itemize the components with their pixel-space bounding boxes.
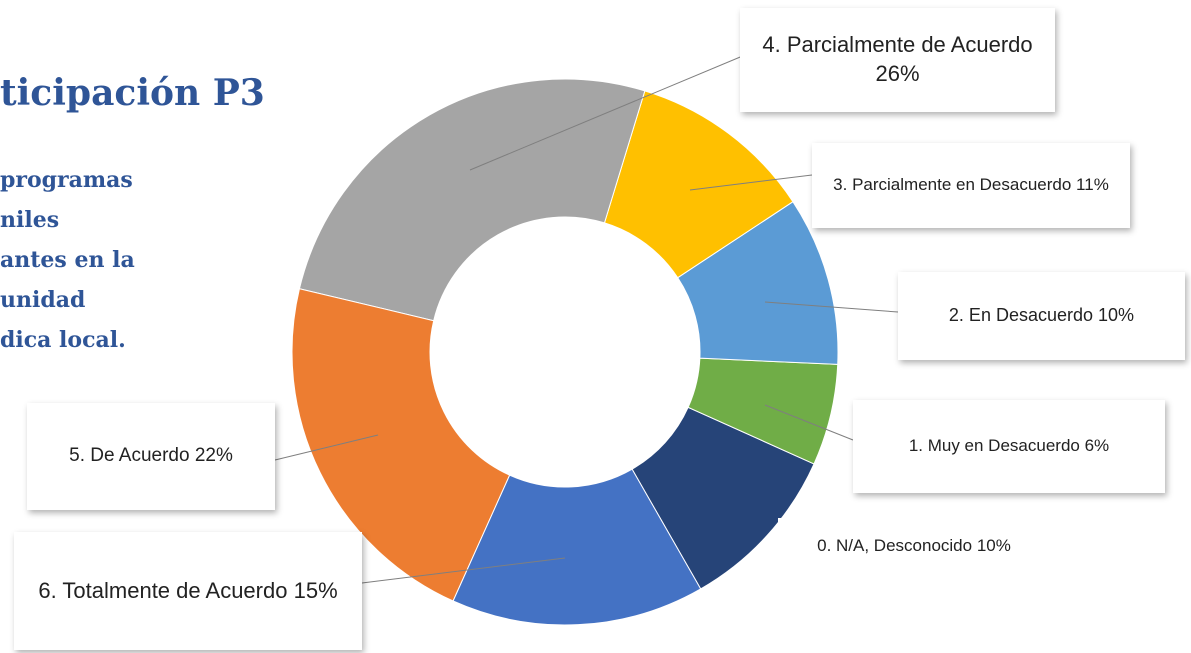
value-label: 15% <box>293 577 338 603</box>
subtitle-line: programas <box>0 167 133 193</box>
category-label: 4. Parcialmente de Acuerdo <box>762 32 1033 58</box>
value-label: 6% <box>1084 436 1110 456</box>
slice <box>291 288 511 602</box>
leader-line <box>274 434 379 461</box>
category-label: 2. En Desacuerdo <box>948 305 1094 326</box>
slice <box>452 468 702 626</box>
leader-line <box>764 404 854 441</box>
category-label: 3. Parcialmente en Desacuerdo <box>833 175 1072 195</box>
data-label: 2. En Desacuerdo 10% <box>898 272 1185 360</box>
value-label: 10% <box>1098 305 1135 326</box>
leader-line <box>361 557 566 584</box>
data-label-text: 4. Parcialmente de Acuerdo 26% <box>754 31 1041 88</box>
data-label: 1. Muy en Desacuerdo 6% <box>853 400 1165 493</box>
data-label: 4. Parcialmente de Acuerdo 26% <box>740 8 1055 112</box>
data-label-text: 5. De Acuerdo 22% <box>69 444 233 469</box>
category-label: 6. Totalmente de Acuerdo <box>38 577 288 603</box>
data-label-text: 2. En Desacuerdo 10% <box>949 304 1134 327</box>
slice <box>298 78 646 322</box>
value-label: 11% <box>1076 175 1109 195</box>
data-label-text: 6. Totalmente de Acuerdo 15% <box>38 577 337 606</box>
value-label: 26% <box>875 61 920 86</box>
data-label: 0. N/A, Desconocido 10% <box>778 518 1050 574</box>
data-label-text: 1. Muy en Desacuerdo 6% <box>909 435 1109 457</box>
subtitle: programas niles antes en la unidad dica loca… <box>0 160 135 360</box>
value-label: 22% <box>194 445 233 467</box>
title: ticipación P3 <box>0 72 265 114</box>
category-label: 5. De Acuerdo <box>69 445 190 467</box>
leader-line <box>469 54 746 171</box>
data-label: 5. De Acuerdo 22% <box>27 403 275 510</box>
category-label: 0. N/A, Desconocido <box>817 535 973 555</box>
data-label: 6. Totalmente de Acuerdo 15% <box>14 532 362 650</box>
subtitle-line: antes en la <box>0 247 135 273</box>
category-label: 1. Muy en Desacuerdo <box>908 436 1080 456</box>
subtitle-line: dica local. <box>0 327 126 353</box>
subtitle-line: unidad <box>0 287 86 313</box>
value-label: 10% <box>976 535 1011 555</box>
subtitle-line: niles <box>0 207 60 233</box>
data-label-text: 0. N/A, Desconocido 10% <box>817 535 1011 557</box>
leader-line <box>689 174 813 191</box>
data-label: 3. Parcialmente en Desacuerdo 11% <box>812 143 1130 228</box>
data-label-text: 3. Parcialmente en Desacuerdo 11% <box>833 174 1109 196</box>
leader-line <box>764 301 899 313</box>
